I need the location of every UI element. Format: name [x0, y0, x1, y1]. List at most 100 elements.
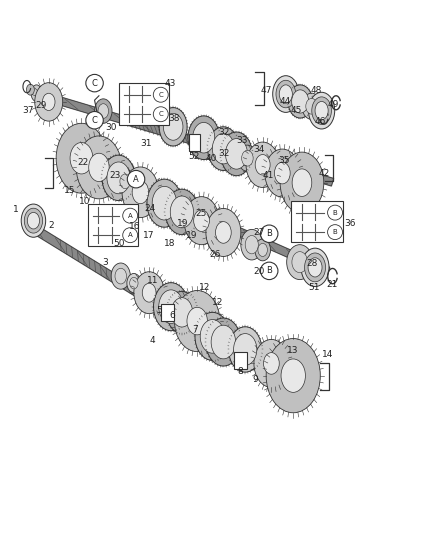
Circle shape: [86, 75, 103, 92]
Text: 3: 3: [102, 257, 108, 266]
Text: B: B: [266, 229, 272, 238]
Text: 27: 27: [254, 228, 265, 237]
Ellipse shape: [130, 277, 138, 289]
Ellipse shape: [163, 114, 183, 140]
Ellipse shape: [184, 197, 219, 245]
Text: 42: 42: [319, 169, 330, 179]
Text: 5: 5: [156, 305, 162, 314]
Ellipse shape: [166, 292, 197, 333]
Ellipse shape: [102, 155, 135, 200]
Polygon shape: [39, 91, 334, 186]
Text: 22: 22: [77, 158, 88, 167]
Ellipse shape: [306, 99, 317, 114]
Ellipse shape: [255, 155, 270, 175]
Ellipse shape: [312, 97, 332, 124]
Ellipse shape: [265, 149, 300, 197]
Ellipse shape: [174, 290, 220, 352]
Bar: [234, 352, 247, 369]
Text: 33: 33: [236, 136, 247, 146]
Text: 23: 23: [110, 171, 121, 180]
Text: 2: 2: [48, 221, 54, 230]
Text: C: C: [92, 79, 98, 87]
Ellipse shape: [24, 208, 42, 233]
Ellipse shape: [115, 268, 127, 284]
Ellipse shape: [226, 139, 247, 169]
Text: 47: 47: [261, 86, 272, 95]
Text: 48: 48: [310, 86, 321, 95]
Ellipse shape: [315, 101, 328, 120]
Ellipse shape: [42, 93, 55, 110]
Ellipse shape: [193, 123, 215, 153]
Ellipse shape: [26, 84, 34, 95]
Ellipse shape: [132, 181, 148, 204]
Ellipse shape: [95, 99, 112, 123]
Ellipse shape: [165, 189, 198, 235]
Text: 9: 9: [252, 375, 258, 384]
Ellipse shape: [107, 162, 130, 194]
Ellipse shape: [279, 85, 292, 103]
Text: 46: 46: [314, 117, 326, 126]
Ellipse shape: [308, 258, 322, 277]
Ellipse shape: [238, 145, 257, 171]
Text: 19: 19: [186, 231, 198, 239]
Circle shape: [261, 225, 278, 243]
Text: A: A: [133, 175, 139, 184]
Ellipse shape: [89, 154, 109, 182]
Circle shape: [261, 262, 278, 280]
Ellipse shape: [134, 272, 164, 313]
Ellipse shape: [170, 196, 194, 228]
Circle shape: [153, 107, 168, 122]
Ellipse shape: [142, 283, 156, 302]
Text: 21: 21: [326, 280, 337, 289]
Text: 10: 10: [79, 197, 90, 206]
Polygon shape: [69, 154, 330, 274]
Ellipse shape: [200, 320, 225, 353]
Ellipse shape: [246, 142, 279, 188]
Text: 32: 32: [219, 127, 230, 136]
Ellipse shape: [273, 76, 299, 112]
Ellipse shape: [292, 169, 312, 197]
Ellipse shape: [254, 340, 289, 387]
Ellipse shape: [76, 136, 122, 199]
Ellipse shape: [264, 353, 279, 374]
Ellipse shape: [187, 308, 207, 335]
Ellipse shape: [212, 133, 234, 164]
Ellipse shape: [159, 108, 187, 146]
Text: 44: 44: [280, 97, 291, 106]
Ellipse shape: [255, 239, 271, 261]
Ellipse shape: [159, 290, 183, 324]
Ellipse shape: [242, 150, 253, 166]
Text: 31: 31: [140, 139, 152, 148]
Text: 30: 30: [105, 123, 117, 132]
Ellipse shape: [195, 312, 230, 360]
Ellipse shape: [229, 327, 262, 372]
Text: 52: 52: [188, 152, 199, 161]
Text: 24: 24: [145, 204, 155, 213]
Text: 1: 1: [13, 205, 19, 214]
Ellipse shape: [208, 127, 239, 171]
Ellipse shape: [211, 325, 236, 359]
Circle shape: [123, 208, 138, 223]
Ellipse shape: [281, 359, 305, 392]
Text: C: C: [92, 116, 98, 125]
Text: C: C: [159, 92, 163, 98]
Text: 8: 8: [237, 367, 243, 376]
Text: 12: 12: [212, 298, 224, 307]
Ellipse shape: [292, 252, 307, 272]
Text: 45: 45: [291, 106, 302, 115]
Ellipse shape: [221, 132, 252, 176]
Ellipse shape: [241, 229, 263, 260]
Bar: [88, 204, 138, 246]
Text: C: C: [159, 111, 163, 117]
Ellipse shape: [276, 80, 296, 108]
Ellipse shape: [302, 93, 321, 119]
Bar: [161, 304, 173, 321]
Text: 37: 37: [22, 106, 34, 115]
Text: 18: 18: [164, 239, 176, 248]
Text: 41: 41: [262, 171, 274, 180]
Polygon shape: [29, 223, 300, 394]
Ellipse shape: [266, 338, 320, 413]
Text: 40: 40: [205, 154, 217, 163]
Ellipse shape: [292, 90, 309, 113]
Text: 7: 7: [192, 325, 198, 334]
